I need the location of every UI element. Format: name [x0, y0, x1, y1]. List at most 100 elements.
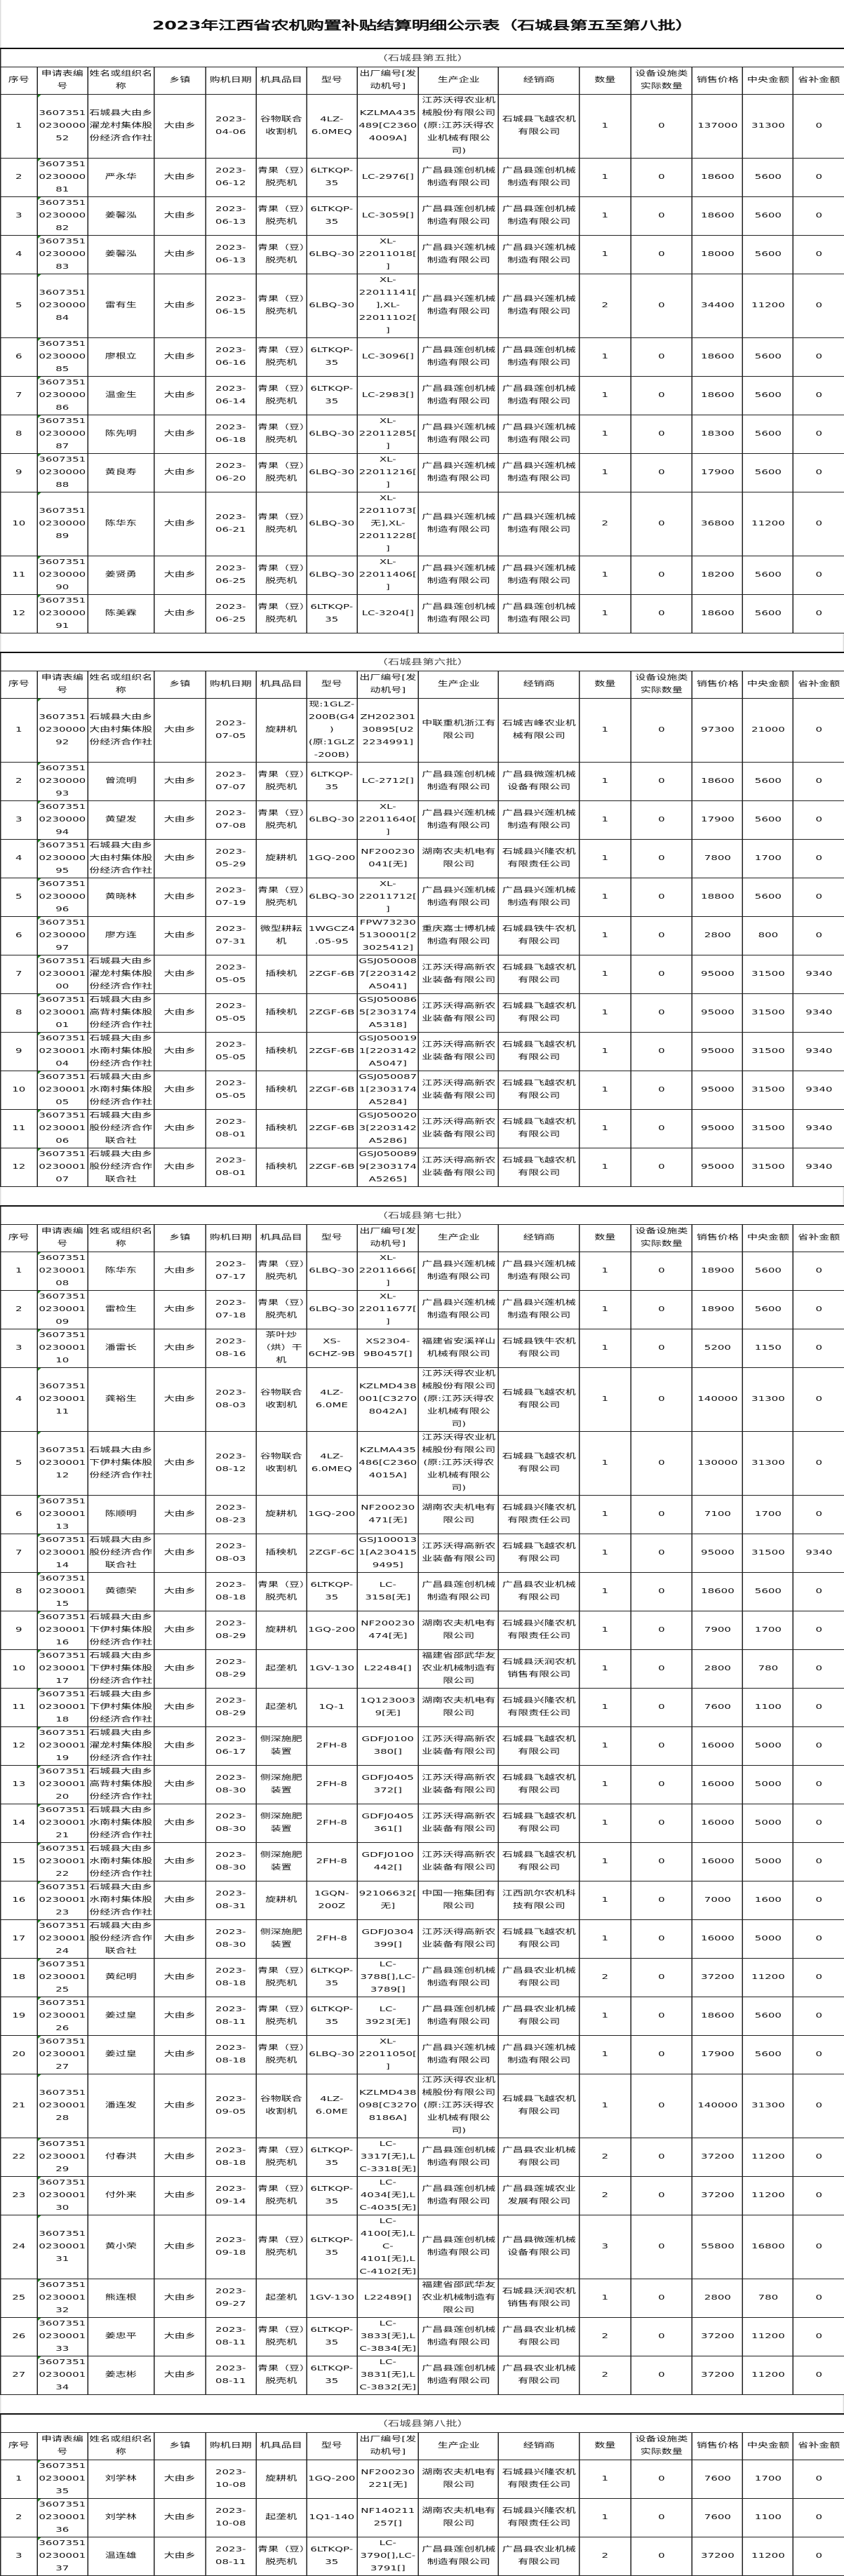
central-subsidy-cell: 5600	[742, 1290, 794, 1329]
model-cell: 2FH-8	[306, 1842, 358, 1881]
purchase-date-cell: 2023-07-17	[205, 1252, 257, 1291]
central-subsidy-cell: 31300	[742, 1431, 794, 1496]
serial-no-cell: NF200230041[无]	[356, 839, 420, 878]
seq-cell: 19	[0, 1997, 38, 2036]
manufacturer-cell: 广昌县莲创机械制造有限公司	[418, 1572, 500, 1611]
township-cell: 大由乡	[153, 762, 206, 801]
purchase-date-cell: 2023-08-29	[205, 1649, 257, 1689]
quantity-cell: 1	[579, 376, 631, 415]
quantity-cell: 1	[579, 1290, 631, 1329]
township-cell: 大由乡	[153, 698, 206, 763]
manufacturer-cell: 重庆嘉士博机械制造有限公司	[418, 916, 500, 955]
seq-cell: 3	[0, 196, 38, 236]
application-no-cell: 3607351023000092	[36, 698, 88, 763]
sale-price-cell: 7600	[692, 1688, 744, 1727]
applicant-name-cell: 石城县大由乡濯龙村集体股份经济合作社	[87, 94, 155, 159]
quantity-cell: 2	[579, 2317, 631, 2356]
dealer-cell: 石城县飞越农机有限公司	[498, 1431, 580, 1496]
dealer-cell: 石城县沃润农机销售有限公司	[498, 1649, 580, 1689]
dealer-cell: 石城县飞越农机有限公司	[498, 1071, 580, 1110]
applicant-name-cell: 雷有生	[87, 274, 155, 338]
column-header: 序号	[0, 1224, 38, 1252]
facility-quantity-cell: 0	[630, 235, 693, 274]
model-cell: 6LBQ-30	[306, 415, 358, 454]
serial-no-cell: XL-22011141[],XL-22011102[]	[356, 274, 420, 338]
application-no-cell: 3607351023000052	[36, 94, 88, 159]
seq-cell: 1	[0, 94, 38, 159]
central-subsidy-cell: 5600	[742, 762, 794, 801]
central-subsidy-cell: 21000	[742, 698, 794, 763]
facility-quantity-cell: 0	[630, 993, 693, 1033]
facility-quantity-cell: 0	[630, 1958, 693, 1997]
dealer-cell: 广昌县莲创机械制造有限公司	[498, 196, 580, 236]
application-no-cell: 3607351023000088	[36, 453, 88, 492]
column-header: 数量	[579, 671, 631, 699]
seq-cell: 6	[0, 1495, 38, 1534]
quantity-cell: 1	[579, 2460, 631, 2499]
provincial-subsidy-cell: 0	[793, 415, 844, 454]
facility-quantity-cell: 0	[630, 1572, 693, 1611]
serial-no-cell: LC-4034[无],LC-4035[无]	[356, 2176, 420, 2215]
machine-category-cell: 谷物联合收割机	[255, 2074, 307, 2138]
quantity-cell: 2	[579, 2138, 631, 2177]
central-subsidy-cell: 31500	[742, 1148, 794, 1187]
table-row: 18 3607351023000125 黄纪明 大由乡 2023-08-18 青果（豆）脱…	[0, 1958, 844, 1997]
township-cell: 大由乡	[153, 2498, 206, 2537]
sale-price-cell: 37200	[692, 2176, 744, 2215]
table-row: 12 3607351023000119 石城县大由乡濯龙村集体股份经济合作社 大由乡 2…	[0, 1726, 844, 1766]
manufacturer-cell: 江苏沃得农业机械股份有限公司(原:江苏沃得农业机械有限公司)	[418, 94, 500, 159]
dealer-cell: 广昌县兴莲机械制造有限公司	[498, 1252, 580, 1291]
application-no-cell: 3607351023000116	[36, 1611, 88, 1650]
column-header: 生产企业	[418, 2432, 500, 2460]
sale-price-cell: 18600	[692, 594, 744, 633]
seq-cell: 12	[0, 594, 38, 633]
applicant-name-cell: 潘连发	[87, 2074, 155, 2138]
model-cell: 2FH-8	[306, 1804, 358, 1843]
central-subsidy-cell: 5600	[742, 158, 794, 197]
table-gap	[0, 1187, 844, 1205]
dealer-cell: 石城县飞越农机有限公司	[498, 1032, 580, 1071]
township-cell: 大由乡	[153, 1726, 206, 1766]
machine-category-cell: 茶叶炒（烘）干机	[255, 1329, 307, 1368]
title-area: 2023年江西省农机购置补贴结算明细公示表（石城县第五至第八批）	[0, 0, 844, 48]
page-title: 2023年江西省农机购置补贴结算明细公示表（石城县第五至第八批）	[152, 18, 693, 33]
sale-price-cell: 16000	[692, 1842, 744, 1881]
township-cell: 大由乡	[153, 1649, 206, 1689]
table-row: 3 3607351023000110 潘雷长 大由乡 2023-08-16 茶叶炒（烘）干…	[0, 1329, 844, 1368]
model-cell: 6LBQ-30	[306, 492, 358, 556]
dealer-cell: 广昌县农业机械有限公司	[498, 2356, 580, 2395]
purchase-date-cell: 2023-08-03	[205, 1534, 257, 1573]
manufacturer-cell: 广昌县兴莲机械制造有限公司	[418, 1290, 500, 1329]
purchase-date-cell: 2023-08-11	[205, 2537, 257, 2576]
table-row: 3 3607351023000137 温连雄 大由乡 2023-08-11 青果（豆）脱壳…	[0, 2537, 844, 2576]
serial-no-cell: 92106632[无]	[356, 1881, 420, 1920]
model-cell: 6LTKQP-35	[306, 594, 358, 633]
sale-price-cell: 18600	[692, 1997, 744, 2036]
manufacturer-cell: 广昌县莲创机械制造有限公司	[418, 762, 500, 801]
township-cell: 大由乡	[153, 453, 206, 492]
application-no-cell: 3607351023000110	[36, 1329, 88, 1368]
serial-no-cell: XL-22011640[]	[356, 800, 420, 840]
facility-quantity-cell: 0	[630, 1765, 693, 1804]
quantity-cell: 2	[579, 274, 631, 338]
seq-cell: 9	[0, 1611, 38, 1650]
manufacturer-cell: 湖南农夫机电有限公司	[418, 1611, 500, 1650]
dealer-cell: 广昌县农业机械有限公司	[498, 1958, 580, 1997]
serial-no-cell: GDFJ0100380[]	[356, 1726, 420, 1766]
column-header: 申请表编号	[36, 671, 88, 699]
sale-price-cell: 37200	[692, 2138, 744, 2177]
applicant-name-cell: 石城县大由乡高背村集体股份经济合作社	[87, 993, 155, 1033]
central-subsidy-cell: 5600	[742, 235, 794, 274]
machine-category-cell: 插秧机	[255, 1109, 307, 1148]
facility-quantity-cell: 0	[630, 2460, 693, 2499]
table-row: 5 3607351023000096 黄晓林 大由乡 2023-07-19 青果（豆）脱壳…	[0, 878, 844, 917]
dealer-cell: 石城县铁牛农机有限公司	[498, 916, 580, 955]
quantity-cell: 1	[579, 1688, 631, 1727]
township-cell: 大由乡	[153, 1997, 206, 2036]
provincial-subsidy-cell: 9340	[793, 993, 844, 1033]
central-subsidy-cell: 1700	[742, 1495, 794, 1534]
application-no-cell: 3607351023000128	[36, 2074, 88, 2138]
column-header: 经销商	[498, 2432, 580, 2460]
facility-quantity-cell: 0	[630, 955, 693, 994]
central-subsidy-cell: 800	[742, 916, 794, 955]
